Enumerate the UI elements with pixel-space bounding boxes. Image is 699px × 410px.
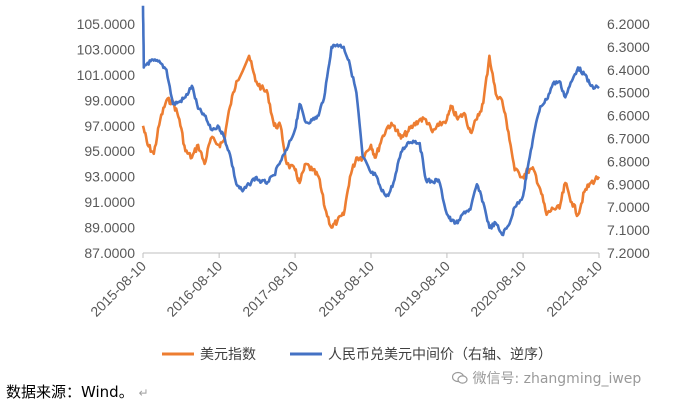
y-left-tick-label: 105.0000 xyxy=(77,16,136,32)
y-right-tick-label: 6.2000 xyxy=(607,16,650,32)
y-right-tick-label: 7.1000 xyxy=(607,222,650,238)
legend-label: 人民币兑美元中间价（右轴、逆序） xyxy=(328,347,552,363)
y-left-tick-label: 87.0000 xyxy=(84,245,135,261)
y-left-tick-label: 89.0000 xyxy=(84,220,135,236)
x-tick-label: 2021-08-10 xyxy=(543,258,605,320)
source-text: 数据来源：Wind。 xyxy=(6,383,134,401)
x-tick-label: 2015-08-10 xyxy=(87,258,149,320)
y-right-tick-label: 6.8000 xyxy=(607,153,650,169)
paragraph-mark: ↵ xyxy=(138,386,149,400)
y-right-tick-label: 7.2000 xyxy=(607,245,650,261)
chart-container: 87.0000 89.0000 91.0000 93.0000 95.0000 97.00… xyxy=(77,5,650,363)
source-note: 数据来源：Wind。 ↵ xyxy=(6,381,149,402)
x-tick-label: 2016-08-10 xyxy=(163,258,225,320)
x-tick-label: 2019-08-10 xyxy=(391,258,453,320)
y-right-tick-label: 6.9000 xyxy=(607,176,650,192)
y-right-tick-label: 6.5000 xyxy=(607,85,650,101)
y-right-tick-label: 6.3000 xyxy=(607,39,650,55)
y-left-tick-label: 101.0000 xyxy=(77,67,136,83)
watermark: 微信号: zhangming_iwep xyxy=(452,368,641,388)
y-right-tick-label: 6.4000 xyxy=(607,62,650,78)
y-right-tick-label: 7.0000 xyxy=(607,199,650,215)
y-right-tick-label: 6.7000 xyxy=(607,131,650,147)
x-tick-label: 2020-08-10 xyxy=(467,258,529,320)
watermark-text: 微信号: zhangming_iwep xyxy=(472,371,642,387)
y-left-tick-label: 103.0000 xyxy=(77,41,136,57)
y-left-tick-label: 91.0000 xyxy=(84,194,135,210)
x-tick-label: 2017-08-10 xyxy=(239,258,301,320)
series-line-cny-midpoint xyxy=(141,5,600,237)
y-left-tick-label: 99.0000 xyxy=(84,92,135,108)
y-left-tick-label: 93.0000 xyxy=(84,169,135,185)
series-line-usd-index xyxy=(141,54,601,229)
x-tick-label: 2018-08-10 xyxy=(315,258,377,320)
y-right-tick-label: 6.6000 xyxy=(607,108,650,124)
legend-label: 美元指数 xyxy=(200,347,256,363)
y-left-tick-label: 95.0000 xyxy=(84,143,135,159)
chart: 87.0000 89.0000 91.0000 93.0000 95.0000 97.00… xyxy=(77,5,650,363)
y-left-tick-label: 97.0000 xyxy=(84,118,135,134)
wechat-icon xyxy=(452,371,468,384)
